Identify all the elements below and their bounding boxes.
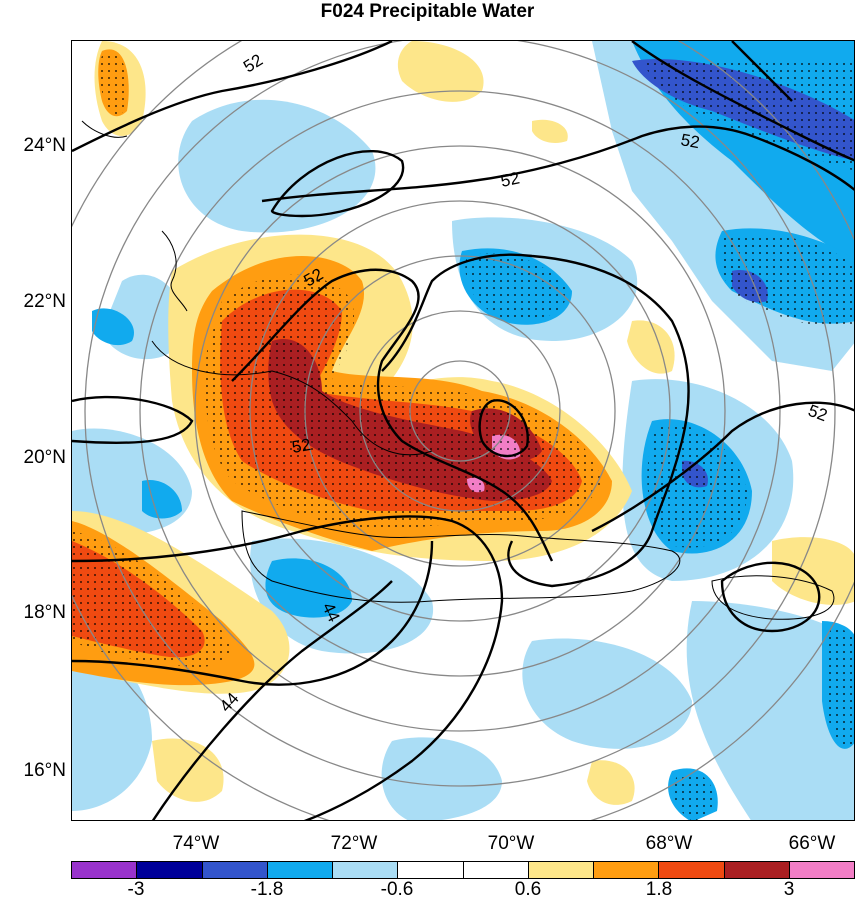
contour-lines (72, 41, 854, 820)
colorbar-swatch (724, 862, 790, 878)
contour-label: 52 (240, 50, 266, 76)
colorbar-label: -0.6 (380, 879, 414, 900)
colorbar-label: 1.8 (645, 879, 673, 900)
colorbar-swatch (333, 862, 399, 878)
coastline (81, 120, 835, 620)
lat-label-20n: 20°N (23, 447, 66, 468)
lon-label-70w: 70°W (487, 833, 535, 854)
lon-label-66w: 66°W (788, 833, 836, 854)
colorbar (71, 861, 855, 879)
contour-label: 52 (806, 401, 830, 425)
contour-label: 52 (499, 168, 521, 191)
lat-label-24n: 24°N (23, 135, 66, 156)
colorbar-swatch (789, 862, 854, 878)
range-rings (72, 41, 854, 820)
map-svg: 52 52 52 52 52 52 44 44 (72, 41, 854, 820)
colorbar-swatch (463, 862, 529, 878)
colorbar-swatch (72, 862, 138, 878)
lon-label-74w: 74°W (172, 833, 220, 854)
significance-stipple (72, 54, 854, 820)
lat-label-22n: 22°N (23, 291, 66, 312)
lon-label-72w: 72°W (330, 833, 378, 854)
lat-label-16n: 16°N (23, 760, 66, 781)
lon-label-68w: 68°W (645, 833, 693, 854)
contour-label: 52 (679, 130, 701, 152)
map-panel: 52 52 52 52 52 52 44 44 (71, 40, 855, 821)
colorbar-label: -3 (127, 879, 145, 900)
colorbar-swatch (659, 862, 725, 878)
colorbar-label: 0.6 (514, 879, 542, 900)
colorbar-label: -1.8 (250, 879, 284, 900)
contour-label: 52 (290, 435, 312, 457)
colorbar-swatch (267, 862, 333, 878)
colorbar-label: 3 (783, 879, 795, 900)
colorbar-swatch (594, 862, 660, 878)
lat-label-18n: 18°N (23, 602, 66, 623)
colorbar-swatch (137, 862, 203, 878)
colorbar-swatch (398, 862, 464, 878)
chart-title: F024 Precipitable Water (320, 1, 535, 22)
colorbar-swatch (202, 862, 268, 878)
colorbar-swatch (528, 862, 594, 878)
